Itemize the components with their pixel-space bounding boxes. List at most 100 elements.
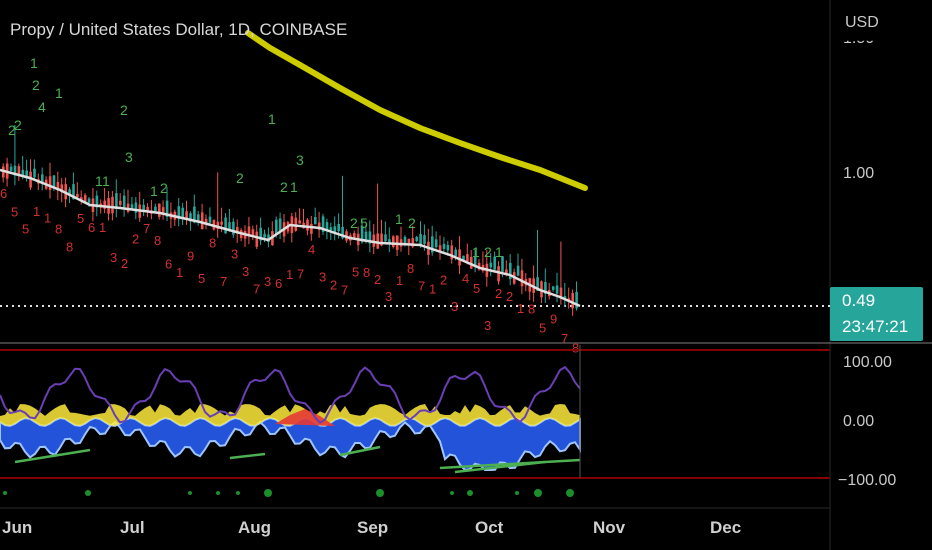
ma-long-line: [245, 30, 588, 191]
td-label-down: 1: [517, 301, 524, 316]
td-label-down: 3: [319, 270, 326, 285]
candle-body: [204, 218, 208, 225]
signal-dot: [534, 489, 542, 497]
candle-body: [470, 256, 473, 269]
ma-short-line: [0, 168, 581, 308]
osc-axis-top: 100.00: [843, 354, 892, 371]
td-label-up: 1: [495, 244, 503, 260]
signal-dot: [236, 491, 240, 495]
td-label-up: 1: [395, 211, 403, 227]
td-label-down: 8: [528, 301, 535, 316]
candle-body: [134, 202, 138, 213]
candle-body: [13, 165, 17, 176]
candle-body: [321, 216, 325, 232]
candle-body: [571, 293, 574, 309]
signal-dot: [376, 489, 384, 497]
bar-countdown: 23:47:21: [842, 317, 909, 336]
td-label-up: 1: [290, 179, 298, 195]
candle-body: [458, 249, 461, 266]
td-label-down: 2: [440, 273, 447, 288]
candle-body: [255, 231, 259, 247]
candle-body: [17, 166, 21, 176]
td-label-down: 3: [110, 250, 117, 265]
candle-body: [83, 195, 87, 203]
td-label-down: 7: [341, 282, 348, 297]
candle-body: [462, 255, 465, 262]
candle-body: [419, 233, 422, 246]
td-label-up: 2: [280, 179, 288, 195]
oscillator-fill: [0, 416, 581, 472]
td-label-down: 9: [550, 312, 557, 327]
td-label-up: 1: [102, 173, 110, 189]
candle-body: [146, 206, 149, 213]
candle-body: [411, 238, 415, 247]
td-label-down: 8: [572, 341, 579, 356]
td-label-down: 7: [143, 221, 150, 236]
td-label-down: 8: [154, 233, 161, 248]
price-axis-label-1: 1.00: [843, 165, 875, 182]
candle-body: [56, 181, 60, 191]
td-label-down: 6: [88, 220, 95, 235]
signal-dot: [85, 490, 91, 496]
candle-body: [52, 175, 56, 188]
candle-body: [60, 184, 64, 193]
price-axis-label-top: 1.50: [843, 30, 875, 47]
td-label-down: 1: [33, 204, 40, 219]
candle-body: [142, 204, 145, 211]
candle-body: [181, 207, 184, 220]
td-label-up: 2: [160, 180, 168, 196]
candle-body: [80, 197, 83, 201]
candle-body: [220, 221, 223, 225]
candle-body: [306, 219, 309, 231]
td-label-down: 4: [462, 271, 469, 286]
candle-body: [263, 233, 266, 238]
candle-body: [314, 217, 317, 225]
divergence-line: [14, 448, 91, 464]
candle-body: [520, 270, 524, 287]
td-label-down: 5: [77, 211, 84, 226]
td-label-down: 2: [506, 289, 513, 304]
signal-dot: [188, 491, 192, 495]
td-label-up: 2: [408, 215, 416, 231]
candle-body: [48, 176, 52, 190]
td-label-up: 1: [268, 111, 276, 127]
candle-body: [544, 281, 547, 294]
candle-body: [403, 236, 407, 245]
td-label-down: 8: [66, 239, 73, 254]
candle-body: [87, 198, 91, 203]
currency-label[interactable]: USD: [845, 14, 879, 31]
td-label-up: 1: [150, 183, 158, 199]
td-label-down: 8: [209, 235, 216, 250]
candle-body: [497, 266, 500, 282]
candle-body: [380, 233, 383, 246]
candle-body: [122, 195, 126, 210]
candle-body: [466, 254, 469, 262]
candle-body: [509, 262, 512, 280]
candle-body: [431, 236, 434, 253]
td-label-down: 2: [374, 272, 381, 287]
td-label-down: 3: [264, 274, 271, 289]
td-label-down: 7: [561, 331, 568, 346]
td-label-up: 2: [350, 215, 358, 231]
td-label-down: 1: [286, 267, 293, 282]
candle-body: [477, 262, 481, 270]
td-label-down: 7: [220, 274, 227, 289]
candle-body: [33, 168, 36, 178]
td-label-up: 2: [14, 117, 22, 133]
candle-body: [189, 213, 192, 222]
candle-body: [115, 193, 118, 209]
candle-body: [177, 206, 181, 220]
signal-dot: [566, 489, 574, 497]
candle-body: [161, 207, 165, 214]
signal-dot: [216, 491, 220, 495]
td-label-up: 2: [484, 244, 492, 260]
candle-body: [158, 203, 161, 217]
candle-body: [329, 227, 333, 231]
td-label-down: 5: [539, 321, 546, 336]
divergence-lines: [14, 445, 581, 474]
signal-dot: [467, 490, 473, 496]
td-label-down: 1: [44, 210, 51, 225]
divergence-line: [454, 460, 546, 474]
td-label-down: 6: [275, 276, 282, 291]
